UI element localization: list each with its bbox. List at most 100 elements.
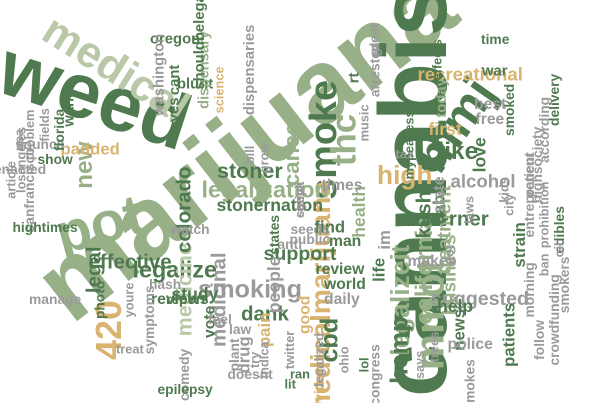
cloud-word-youre: youre [121,282,137,318]
cloud-word-washington: washington [151,33,168,116]
cloud-word-legalize: legalize [132,256,218,283]
cloud-word-study: study [171,284,219,304]
cloud-word-photo: photo [92,280,108,320]
cloud-word-colorado: colorado [172,166,196,254]
cloud-word-recreational: recreational [417,63,523,85]
cloud-word-florida: florida [52,108,68,151]
cloud-word-shouldbelegal: shouldbelegal [191,0,208,90]
cloud-word-find: find [314,217,346,237]
cloud-word-smoked: smoked [502,83,518,136]
cloud-word-dispensaries: dispensaries [241,24,258,116]
cloud-word-follow: follow [532,319,548,360]
cloud-word-legalized: legalized [311,332,327,387]
cloud-word-epilepsy: epilepsy [157,382,213,397]
cloud-word-delivery: delivery [547,73,563,126]
cloud-word-alcohol: alcohol [450,170,516,192]
cloud-word-feel: feel [208,312,232,327]
cloud-word-congress: congress [367,344,383,403]
cloud-word-life: life [369,257,389,282]
cloud-word-music: music [356,104,372,142]
cloud-word-fields: fields [36,108,52,142]
cloud-word-states: states [267,214,283,255]
cloud-word-times: times [321,177,363,194]
cloud-word-im: im [374,230,394,250]
cloud-word-says: says [411,350,427,380]
cloud-word-free: free [475,111,505,128]
cloud-word-oregon: oregon [150,31,201,48]
cloud-word-article: article [3,161,19,199]
cloud-word-trees: trees [426,331,442,363]
cloud-word-legalization: legalization [201,176,329,203]
cloud-word-arrested: arrested [367,42,383,98]
cloud-word-good: good [296,295,314,335]
cloud-word-law: law [229,322,252,337]
cloud-word-people: people [264,256,285,314]
cloud-word-symptoms: symptoms [142,285,158,355]
cloud-word-council: council [16,137,65,152]
cloud-word-show: show [37,152,73,167]
cloud-word-got: got [441,244,457,265]
cloud-word-ohio: ohio [336,346,352,374]
cloud-word-smoking: smoking [198,275,303,304]
cloud-word-smokes: smokes [462,359,478,403]
cloud-word-werner: werner [421,207,489,231]
cloud-word-public: public [289,232,331,247]
cloud-word-patients: patients [499,302,519,367]
cloud-word-science: science [211,66,227,114]
cloud-word-hightimes: hightimes [12,220,78,235]
cloud-word-crowdfunding: crowdfunding [547,274,563,366]
cloud-word-anti: anti [277,237,303,252]
cloud-word-lol: lol [356,357,372,373]
cloud-word-state: state [430,176,448,214]
cloud-word-treat: treat [116,341,144,357]
cloud-word-padded: padded [60,139,120,159]
cloud-word-report: report [166,292,206,307]
cloud-word-watch: watch [170,222,210,237]
cloud-word-blunt: blunt [177,76,214,93]
cloud-word-laws: laws [461,196,477,224]
cloud-word-suggested: suggested [431,288,529,310]
cloud-word-city: city [501,193,517,216]
cloud-word-review: review [315,261,365,278]
cloud-word-mypeacess: mypeacess [401,110,417,180]
cloud-word-oil: oil [551,242,567,258]
cloud-word-bill: bill [241,145,257,165]
cloud-word-police: police [447,336,493,353]
cloud-word-plant: plant [227,338,243,372]
cloud-word-daily: daily [324,291,360,308]
cloud-word-man: man [329,233,362,250]
cloud-word-enacted: enacted [0,162,47,177]
cloud-word-prohibition: prohibition [536,181,552,249]
cloud-word-rt: rt [346,72,363,84]
cloud-word-yes: yes [166,97,183,123]
cloud-word-makes: makes [407,253,457,270]
cloud-word-ran: ran [290,366,310,382]
cloud-word-first: first [428,119,462,139]
cloud-word-ban: ban [536,253,552,277]
cloud-word-reviews: reviews [151,291,209,308]
cloud-word-twitter: twitter [281,330,297,370]
cloud-word-cant: cant [166,64,183,96]
cloud-word-hash: hash [149,277,182,292]
cloud-word-help: help [437,296,474,316]
cloud-word-like: like [437,138,479,165]
cloud-word-patient: patient [522,152,538,198]
cloud-word-doesnt: doesnt [227,367,273,382]
cloud-word-lit: lit [284,376,296,392]
cloud-word-try: try [246,351,262,369]
cloud-word-cancer: cancer [278,114,304,187]
cloud-word-morning: morning [522,262,538,318]
cloud-word-world: world [324,276,366,293]
cloud-word-dank: dank [241,302,289,326]
cloud-word-today: today [433,78,450,118]
cloud-word-hemp: hemp [385,316,414,384]
cloud-word-effective: effective [88,250,172,274]
cloud-word-war: war [482,63,508,80]
cloud-word-effects: effects [429,39,445,81]
cloud-word-grow: grow [256,142,272,174]
cloud-word-tax: tax [395,146,415,162]
cloud-word-love: love [469,137,490,173]
cloud-word-high: high [377,160,433,190]
cloud-word-stonernation: stonernation [216,195,324,215]
